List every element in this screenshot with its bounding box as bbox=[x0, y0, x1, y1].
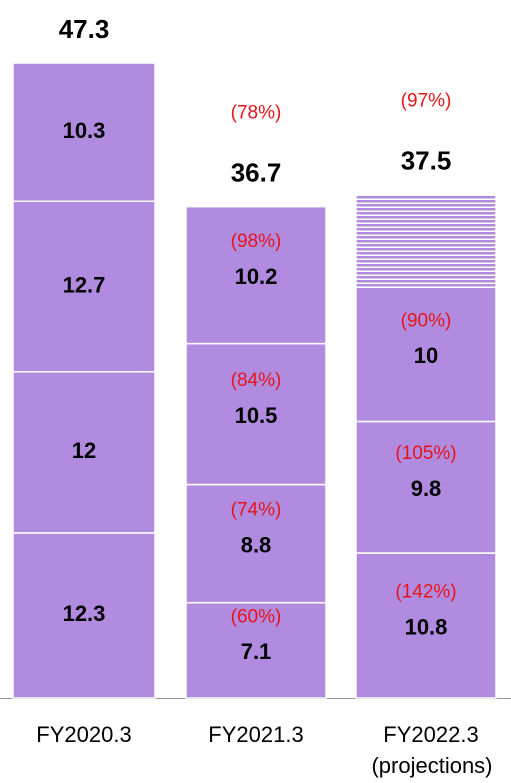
percent-label: (98%) bbox=[231, 231, 282, 252]
percent-label: (105%) bbox=[395, 443, 456, 464]
value-label: 10 bbox=[414, 343, 438, 368]
percent-label: (90%) bbox=[401, 310, 452, 331]
value-label: 8.8 bbox=[241, 532, 272, 557]
value-label: 10.8 bbox=[405, 614, 448, 639]
bar-segment bbox=[185, 483, 327, 604]
bar-segment bbox=[355, 286, 497, 423]
value-label: 10.2 bbox=[235, 264, 278, 289]
total-percent: (78%) bbox=[231, 103, 282, 124]
bar-segment bbox=[185, 342, 327, 486]
bar-segment bbox=[355, 420, 497, 554]
value-label: 12.7 bbox=[63, 272, 106, 297]
percent-label: (142%) bbox=[395, 582, 456, 603]
bar-segment bbox=[12, 532, 156, 699]
percent-label: (74%) bbox=[231, 500, 282, 521]
value-label: 7.1 bbox=[241, 639, 272, 664]
bar-segment bbox=[355, 552, 497, 699]
bar-segment bbox=[12, 62, 156, 203]
x-tick-label: FY2022.3 bbox=[383, 722, 478, 747]
value-label: 12.3 bbox=[63, 601, 106, 626]
bar-segment bbox=[185, 205, 327, 345]
total-label: 36.7 bbox=[231, 158, 282, 188]
x-tick-label: FY2020.3 bbox=[36, 722, 131, 747]
bar-segment bbox=[185, 601, 327, 699]
total-label: 47.3 bbox=[59, 14, 110, 44]
total-label: 37.5 bbox=[401, 145, 452, 175]
bar-segment bbox=[355, 193, 497, 288]
percent-label: (60%) bbox=[231, 606, 282, 627]
value-label: 10.3 bbox=[63, 118, 106, 143]
total-percent: (97%) bbox=[401, 91, 452, 112]
x-tick-label: FY2021.3 bbox=[208, 722, 303, 747]
value-label: 12 bbox=[72, 438, 96, 463]
value-label: 10.5 bbox=[235, 403, 278, 428]
percent-label: (84%) bbox=[231, 370, 282, 391]
bar-segment bbox=[12, 371, 156, 534]
x-tick-note: (projections) bbox=[371, 753, 492, 778]
value-label: 9.8 bbox=[411, 476, 442, 501]
